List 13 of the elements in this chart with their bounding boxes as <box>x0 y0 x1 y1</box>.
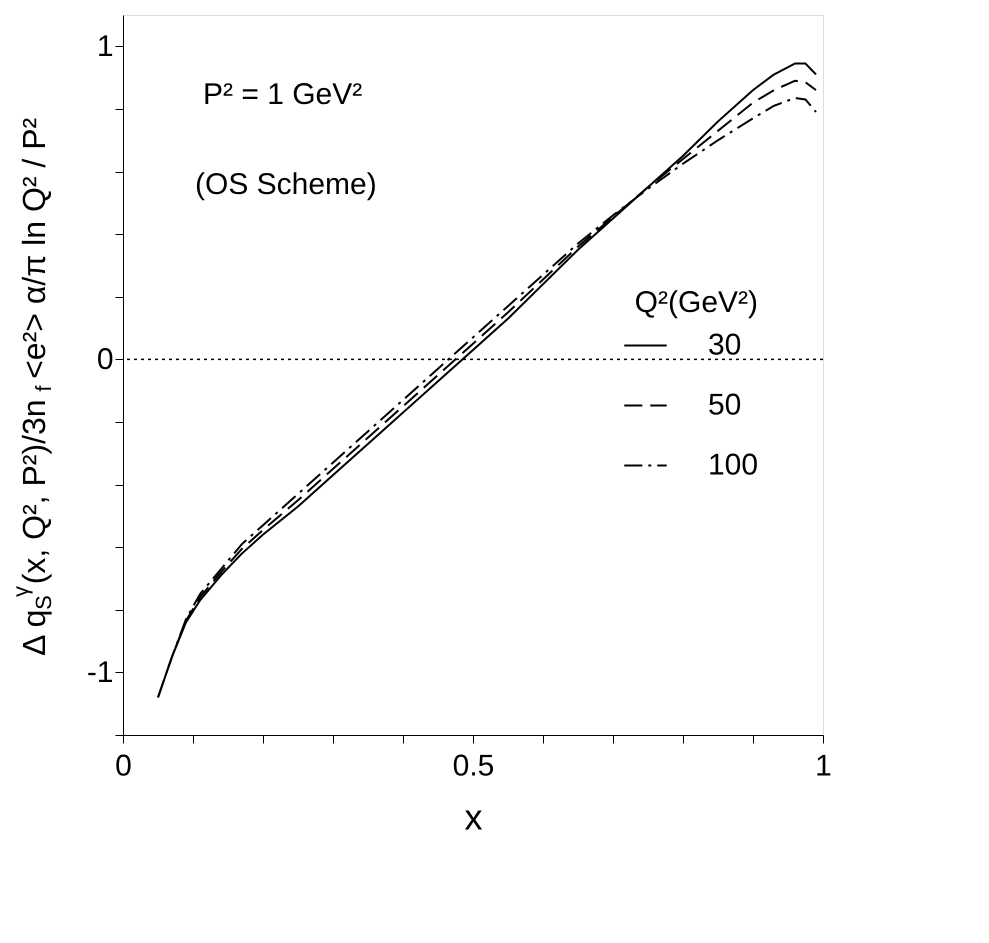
annotation: P² = 1 GeV² <box>203 78 362 111</box>
x-tick-label: 1 <box>815 750 832 782</box>
legend-label: 50 <box>708 388 742 422</box>
x-axis-title: x <box>464 796 482 838</box>
y-tick-label: 0 <box>96 342 114 376</box>
y-tick-label: -1 <box>86 656 114 689</box>
y-axis-title: Δ qSγ(x, Q², P²)/3nf <e²> α/π ln Q² / P² <box>8 117 56 656</box>
x-tick-label: 0.5 <box>452 750 494 782</box>
y-tick-label: 1 <box>96 30 114 63</box>
legend-label: 30 <box>708 328 742 362</box>
legend-title: Q²(GeV²) <box>634 286 758 319</box>
annotation: (OS Scheme) <box>195 168 377 201</box>
legend-label: 100 <box>708 448 758 482</box>
